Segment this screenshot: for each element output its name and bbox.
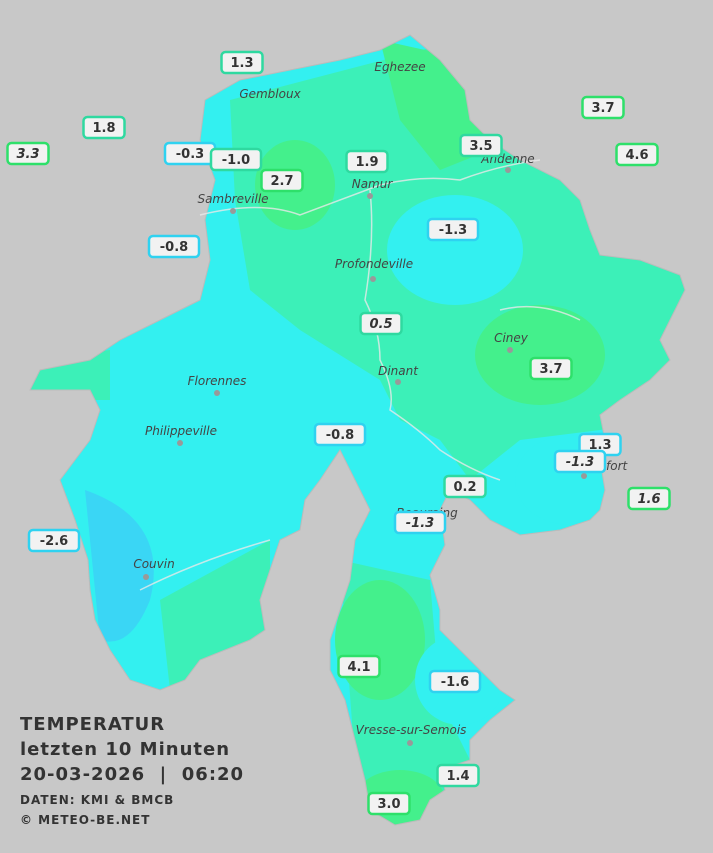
station-box	[436, 763, 480, 788]
station-value: -2.6	[40, 534, 68, 549]
station-box	[393, 510, 447, 535]
station-value: -0.8	[326, 428, 354, 443]
city-dot	[367, 193, 373, 199]
station-box	[615, 142, 659, 167]
station-value: 3.3	[16, 147, 39, 162]
station-value: 3.7	[591, 101, 614, 116]
city-dot	[230, 208, 236, 214]
city-name: Profondeville	[335, 257, 413, 271]
city-name: Sambreville	[197, 192, 268, 206]
station-box	[359, 311, 403, 336]
city-name: Dinant	[378, 364, 419, 378]
station-box	[220, 50, 264, 75]
station-box	[529, 356, 573, 381]
city-name: Florennes	[188, 374, 247, 388]
station-box	[82, 115, 126, 140]
city-name: Couvin	[133, 557, 174, 571]
legend-copyright: © METEO-BE.NET	[20, 813, 150, 827]
city-dot	[581, 473, 587, 479]
station-box	[627, 486, 671, 511]
city-dot	[370, 276, 376, 282]
station-box	[581, 95, 625, 120]
station-box	[27, 528, 81, 553]
city-dot	[143, 574, 149, 580]
legend-period: letzten 10 Minuten	[20, 739, 230, 760]
station-value: 1.3	[230, 56, 253, 71]
station-value: 0.2	[453, 480, 476, 495]
rivers	[139, 159, 581, 591]
city-name: Ciney	[494, 331, 529, 345]
station-value: -1.3	[406, 516, 434, 531]
legend-timestamp: 20-03-2026 | 06:20	[20, 764, 244, 785]
city-dot	[214, 390, 220, 396]
city-name: Philippeville	[145, 424, 217, 438]
station-value: 1.8	[92, 121, 115, 136]
station-value: 3.7	[539, 362, 562, 377]
station-box	[147, 234, 201, 259]
station-value: 1.6	[637, 492, 660, 507]
station-box	[426, 217, 480, 242]
station-box	[337, 654, 381, 679]
station-value: 3.5	[469, 139, 492, 154]
legend-source: DATEN: KMI & BMCB	[20, 793, 174, 807]
station-value: 1.3	[588, 438, 611, 453]
station-value: 1.4	[446, 769, 469, 784]
city-name: Eghezee	[374, 60, 425, 74]
station-box	[260, 168, 304, 193]
station-value: -1.0	[222, 153, 250, 168]
station-value: 1.9	[355, 155, 378, 170]
station-box	[6, 141, 50, 166]
station-box	[367, 791, 411, 816]
station-box	[443, 474, 487, 499]
station-box	[428, 669, 482, 694]
station-value: -1.3	[439, 223, 467, 238]
station-box	[459, 133, 503, 158]
station-box	[313, 422, 367, 447]
city-dot	[395, 379, 401, 385]
station-value: 2.7	[270, 174, 293, 189]
station-box	[209, 147, 263, 172]
station-value: 3.0	[377, 797, 400, 812]
stations: 1.3 3.3 1.8 -0.3 -1.0 2.7 1.9 3.5 3.7 4.6 -0.8 -1.3…	[6, 50, 671, 816]
station-value: 4.6	[625, 148, 648, 163]
city-name: Gembloux	[239, 87, 301, 101]
station-value: 0.5	[369, 317, 392, 332]
city-dot	[407, 740, 413, 746]
city-dot	[507, 347, 513, 353]
station-value: -0.8	[160, 240, 188, 255]
city-name: Namur	[352, 177, 394, 191]
city-dot	[505, 167, 511, 173]
station-value: -1.6	[441, 675, 469, 690]
city-dot	[177, 440, 183, 446]
station-box	[553, 449, 607, 474]
station-box	[345, 149, 389, 174]
legend-title: TEMPERATUR	[20, 714, 165, 735]
station-value: -1.3	[566, 455, 594, 470]
city-name: Vresse-sur-Semois	[356, 723, 467, 737]
station-value: 4.1	[347, 660, 370, 675]
station-value: -0.3	[176, 147, 204, 162]
